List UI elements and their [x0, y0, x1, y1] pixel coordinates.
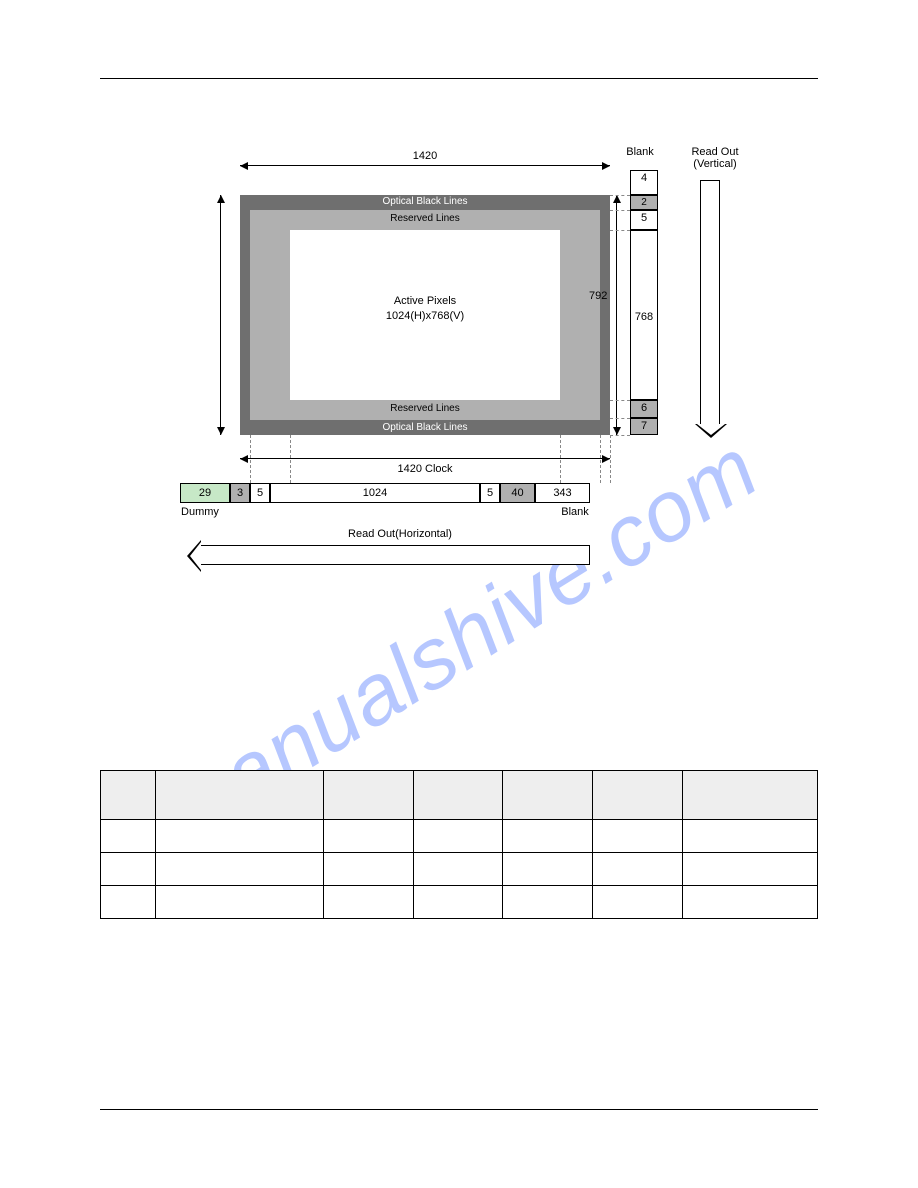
th-3 [413, 771, 503, 820]
ext-v5 [610, 435, 611, 483]
table-cell [101, 853, 156, 886]
hseg-40: 40 [500, 483, 535, 503]
page-bottom-rule [100, 1109, 818, 1110]
th-0 [101, 771, 156, 820]
dummy-label: Dummy [170, 506, 230, 518]
dim-792: 792 [616, 195, 617, 435]
table-cell [593, 820, 683, 853]
hseg-3: 3 [230, 483, 250, 503]
table-head-row [101, 771, 818, 820]
vseg-4: 4 [630, 170, 658, 195]
active-pixels-label-1: Active Pixels [290, 295, 560, 307]
table-row [101, 820, 818, 853]
ext-l6 [610, 435, 630, 436]
ext-l1 [610, 195, 630, 196]
table-cell [593, 886, 683, 919]
table-cell [413, 820, 503, 853]
ext-l2 [610, 210, 630, 211]
spec-table [100, 770, 818, 919]
table-cell [503, 853, 593, 886]
reserved-bot-label: Reserved Lines [250, 403, 600, 414]
dim-792-label: 792 [589, 290, 607, 302]
opt-black-top-label: Optical Black Lines [250, 196, 600, 207]
sensor-readout-diagram: 1420 Blank Read Out (Vertical) Optical B… [190, 140, 775, 590]
table-cell [503, 886, 593, 919]
table-cell [413, 886, 503, 919]
ext-v2 [290, 435, 291, 483]
table-cell [101, 886, 156, 919]
hseg-5-right: 5 [480, 483, 500, 503]
readout-vertical-label: Read Out (Vertical) [675, 146, 755, 170]
ext-v3 [560, 435, 561, 483]
dim-sensor-height [220, 195, 221, 435]
ext-v1 [250, 435, 251, 483]
th-4 [503, 771, 593, 820]
table-cell [682, 820, 817, 853]
table-cell [682, 886, 817, 919]
vseg-5: 5 [630, 210, 658, 230]
ext-l4 [610, 400, 630, 401]
table-cell [101, 820, 156, 853]
table-cell [155, 820, 323, 853]
th-2 [323, 771, 413, 820]
dim-top-1420: 1420 [240, 165, 610, 166]
vseg-768: 768 [630, 230, 658, 400]
table-row [101, 853, 818, 886]
dim-top-1420-label: 1420 [240, 150, 610, 162]
ext-l5 [610, 418, 630, 419]
vseg-7: 7 [630, 418, 658, 435]
table-row [101, 886, 818, 919]
vseg-2: 2 [630, 195, 658, 210]
readout-vertical-arrow [700, 180, 720, 425]
hseg-343: 343 [535, 483, 590, 503]
table-cell [323, 820, 413, 853]
table-cell [682, 853, 817, 886]
dim-1420-clock-label: 1420 Clock [240, 463, 610, 475]
opt-black-bot-label: Optical Black Lines [250, 422, 600, 433]
blank-h-label: Blank [550, 506, 600, 518]
th-6 [682, 771, 817, 820]
table-cell [155, 886, 323, 919]
reserved-top-label: Reserved Lines [250, 213, 600, 224]
ext-v4 [600, 435, 601, 483]
hseg-1024: 1024 [270, 483, 480, 503]
hseg-29: 29 [180, 483, 230, 503]
vseg-6: 6 [630, 400, 658, 418]
table-cell [413, 853, 503, 886]
readout-horizontal-arrow [200, 545, 590, 565]
page-top-rule [100, 78, 818, 79]
th-1 [155, 771, 323, 820]
dim-1420-clock: 1420 Clock [240, 458, 610, 459]
table-cell [323, 853, 413, 886]
readout-horizontal-label: Read Out(Horizontal) [270, 528, 530, 540]
active-pixels-label-2: 1024(H)x768(V) [290, 310, 560, 322]
table-cell [593, 853, 683, 886]
th-5 [593, 771, 683, 820]
table-cell [323, 886, 413, 919]
vcol-blank-label: Blank [620, 146, 660, 158]
hseg-5-left: 5 [250, 483, 270, 503]
table-cell [155, 853, 323, 886]
ext-l3 [610, 230, 630, 231]
table-cell [503, 820, 593, 853]
